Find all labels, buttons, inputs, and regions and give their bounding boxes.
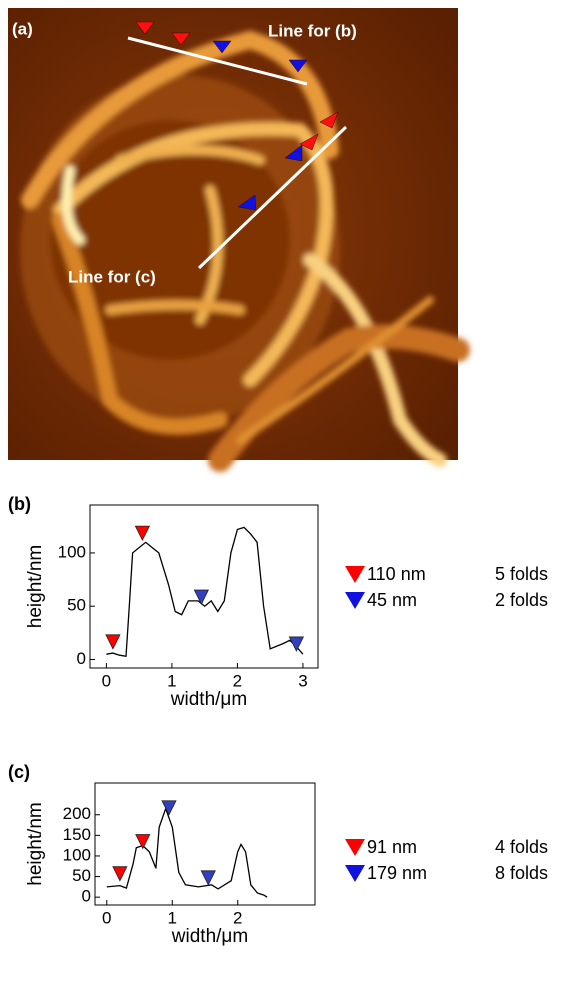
legend-marker [345,566,365,583]
profile-marker [201,871,215,885]
panel-label: (b) [8,494,31,514]
profile-marker [113,867,127,881]
profile-marker [136,835,150,849]
x-axis-label: width/μm [171,926,248,947]
x-tick-label: 1 [167,671,176,690]
y-tick-label: 50 [72,866,91,885]
plot-frame [95,783,315,905]
legend-folds: 4 folds [495,837,548,857]
x-tick-label: 2 [233,671,242,690]
y-tick-label: 150 [63,825,91,844]
legend-folds: 5 folds [495,564,548,584]
x-tick-label: 2 [233,908,242,927]
y-tick-label: 50 [67,596,86,615]
profile-marker [106,635,120,649]
y-axis-label: height/nm [25,802,46,885]
legend-folds: 8 folds [495,863,548,883]
y-tick-label: 0 [77,649,86,668]
profile-marker [289,637,303,651]
x-tick-label: 3 [298,671,307,690]
y-axis-label: height/nm [25,545,46,628]
y-tick-label: 200 [63,804,91,823]
panel-label: (a) [12,19,33,38]
line-label: Line for (c) [68,267,156,286]
x-axis-label: width/μm [170,689,247,710]
y-tick-label: 100 [63,845,91,864]
legend-folds: 2 folds [495,590,548,610]
legend-marker [345,839,365,856]
legend-text: 110 nm [367,564,426,584]
x-tick-label: 0 [102,908,111,927]
afm-image: (a) Line for (b) Line for (c) [8,8,458,460]
profile-line [107,809,267,898]
line-label: Line for (b) [268,21,357,40]
legend-marker [345,865,365,882]
y-tick-label: 0 [82,887,91,906]
legend-text: 179 nm [367,863,427,883]
figure: (a) Line for (b) Line for (c) (b)0501000… [0,0,568,985]
profile-marker [135,526,149,540]
x-tick-label: 1 [168,908,177,927]
legend-marker [345,592,365,609]
x-tick-label: 0 [102,671,111,690]
panel-label: (c) [8,762,30,782]
y-tick-label: 100 [58,542,86,561]
profile-marker [194,590,208,604]
legend-text: 45 nm [367,590,417,610]
legend-text: 91 nm [367,837,417,857]
